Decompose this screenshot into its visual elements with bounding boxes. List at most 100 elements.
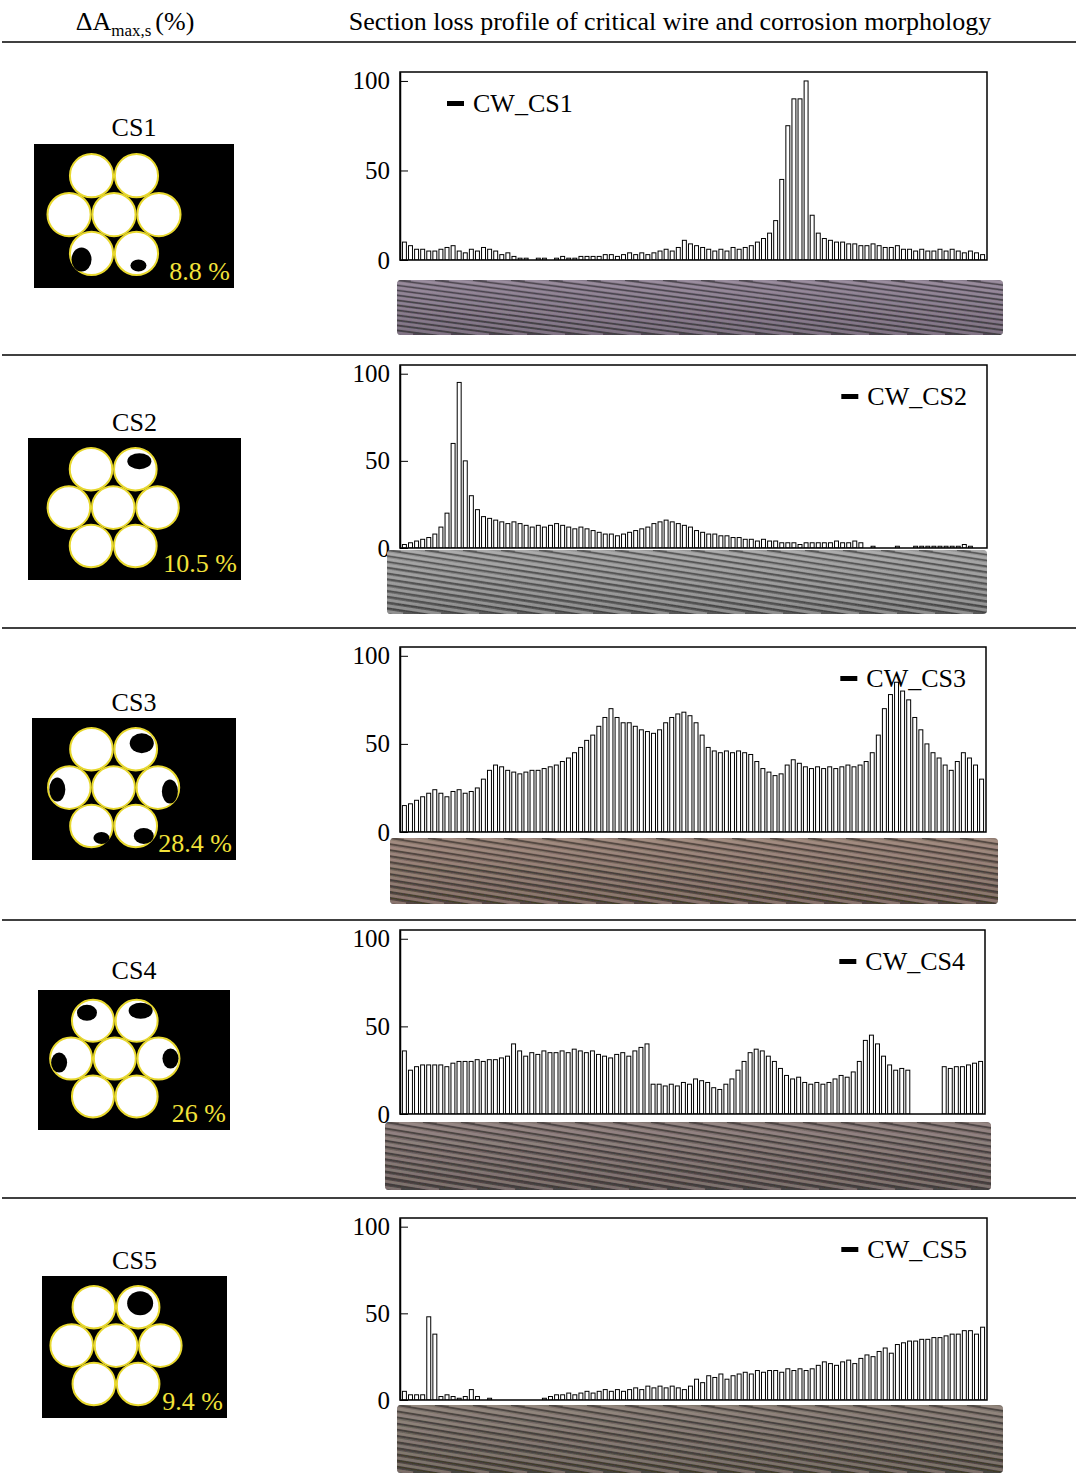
bar (652, 253, 656, 260)
bar (687, 1084, 691, 1114)
bar (555, 1395, 559, 1400)
bar (646, 527, 650, 548)
bar (852, 767, 856, 832)
bar (792, 543, 796, 548)
area-loss-label: 8.8 % (169, 257, 230, 286)
bar (688, 1386, 692, 1400)
strand-wire-highlight (867, 280, 1003, 335)
bar (658, 522, 662, 548)
y-tick-label: 50 (365, 730, 390, 757)
y-tick-label: 50 (365, 157, 390, 184)
bar (792, 99, 796, 260)
y-tick-mark (400, 374, 408, 375)
bar (652, 1388, 656, 1400)
bar (938, 1338, 942, 1400)
bar (816, 1365, 820, 1400)
y-tick-label: 50 (365, 1013, 390, 1040)
wire (70, 154, 113, 197)
bar (786, 1369, 790, 1400)
bar (439, 793, 443, 832)
bar (949, 770, 953, 832)
bar (409, 543, 413, 548)
bar (494, 765, 498, 832)
bar (482, 247, 486, 260)
bars (402, 81, 984, 260)
bar (749, 754, 753, 832)
legend-label: CW_CS5 (867, 1235, 967, 1264)
bar (682, 712, 686, 832)
bar (870, 753, 874, 832)
bar (676, 524, 680, 548)
cross-section (34, 144, 234, 288)
bar (421, 249, 425, 260)
strand-wire-highlight (936, 838, 998, 904)
legend: CW_CS4 (839, 947, 965, 976)
y-tick: 100 (353, 642, 409, 669)
area-loss-label: 26 % (172, 1099, 226, 1128)
bar (615, 536, 619, 548)
bar (688, 244, 692, 260)
bar (591, 1393, 595, 1400)
corrosion-pit (134, 828, 154, 844)
y-axis-line (400, 366, 402, 549)
bar (792, 1371, 796, 1400)
bar (956, 251, 960, 260)
bar (482, 517, 486, 548)
bar (737, 1374, 741, 1400)
y-tick-mark (400, 656, 408, 657)
bar (858, 765, 862, 832)
bar (803, 767, 807, 832)
bar (652, 733, 656, 832)
bar (439, 1065, 443, 1114)
strand-wire-edge (922, 838, 998, 904)
bar (548, 525, 552, 548)
bar (445, 1395, 449, 1400)
bar (810, 215, 814, 260)
bar (938, 249, 942, 260)
bar (512, 522, 516, 548)
bar (621, 723, 625, 832)
bar (469, 496, 473, 548)
corrosion-pit (127, 453, 151, 469)
bar (695, 1379, 699, 1400)
bar (920, 1339, 924, 1400)
bar (725, 1379, 729, 1400)
y-tick: 50 (365, 1013, 408, 1040)
bar (609, 1391, 613, 1400)
bar (822, 1362, 826, 1400)
wire (137, 193, 180, 236)
bar (835, 242, 839, 260)
wire (70, 728, 113, 771)
wire (139, 1324, 182, 1367)
bar (865, 1355, 869, 1400)
bar (402, 806, 406, 832)
bar (676, 714, 680, 832)
bar (628, 1390, 632, 1400)
bar (475, 510, 479, 548)
strand-image (385, 1122, 991, 1190)
bar (810, 543, 814, 548)
bar (573, 1395, 577, 1400)
legend: CW_CS5 (841, 1235, 967, 1264)
bar (719, 536, 723, 548)
bar (427, 538, 431, 548)
bar (548, 767, 552, 832)
bar (469, 791, 473, 832)
bar (944, 1336, 948, 1400)
bar (409, 1395, 413, 1400)
y-tick-mark (400, 939, 408, 940)
bar (701, 532, 705, 548)
bar (786, 126, 790, 260)
bar (603, 1056, 607, 1114)
bar (931, 753, 935, 832)
bar (749, 246, 753, 260)
row-label: CS3 (112, 688, 157, 717)
legend: CW_CS3 (840, 664, 966, 693)
bar (670, 522, 674, 548)
row-label: CS4 (112, 956, 157, 985)
legend-swatch (840, 676, 857, 681)
y-tick: 50 (365, 730, 408, 757)
bar (888, 1065, 892, 1114)
bar (712, 1088, 716, 1114)
bar (603, 1390, 607, 1400)
